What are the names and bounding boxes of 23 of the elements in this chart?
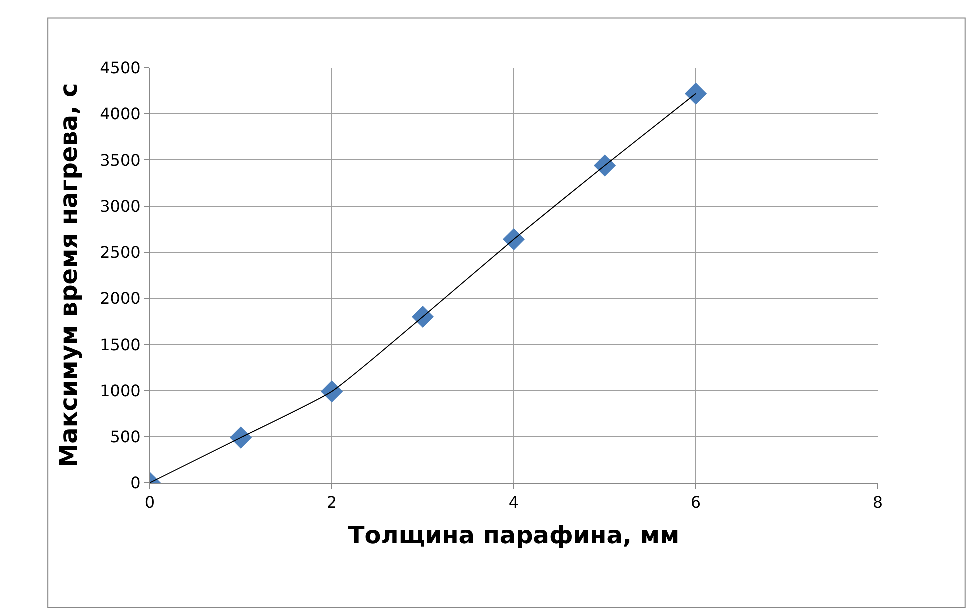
- y-tick-label: 500: [110, 427, 141, 446]
- y-tick-label: 2000: [100, 289, 141, 308]
- y-axis-title: Максимум время нагрева, с: [55, 83, 84, 468]
- x-tick-label: 2: [326, 493, 338, 512]
- point: [412, 306, 434, 328]
- point: [230, 426, 252, 449]
- y-tick-label: 3500: [100, 150, 141, 170]
- point: [594, 154, 616, 177]
- point: [320, 380, 344, 403]
- x-tick-label: 8: [872, 493, 884, 512]
- y-tick-label: 2500: [100, 243, 141, 262]
- y-tick-label: 4000: [100, 104, 141, 124]
- x-tick-label: 4: [508, 493, 520, 512]
- y-tick-label: 1000: [100, 381, 141, 400]
- x-axis-title: Толщина парафина, мм: [348, 522, 680, 550]
- point: [502, 228, 526, 251]
- point: [684, 82, 708, 105]
- y-tick-label: 4500: [100, 58, 141, 78]
- x-tick-label: 6: [690, 493, 702, 512]
- y-tick-label: 1500: [100, 335, 141, 354]
- x-tick-label: 0: [144, 493, 156, 512]
- y-tick-label: 3000: [100, 196, 141, 216]
- y-tick-label: 0: [130, 474, 141, 493]
